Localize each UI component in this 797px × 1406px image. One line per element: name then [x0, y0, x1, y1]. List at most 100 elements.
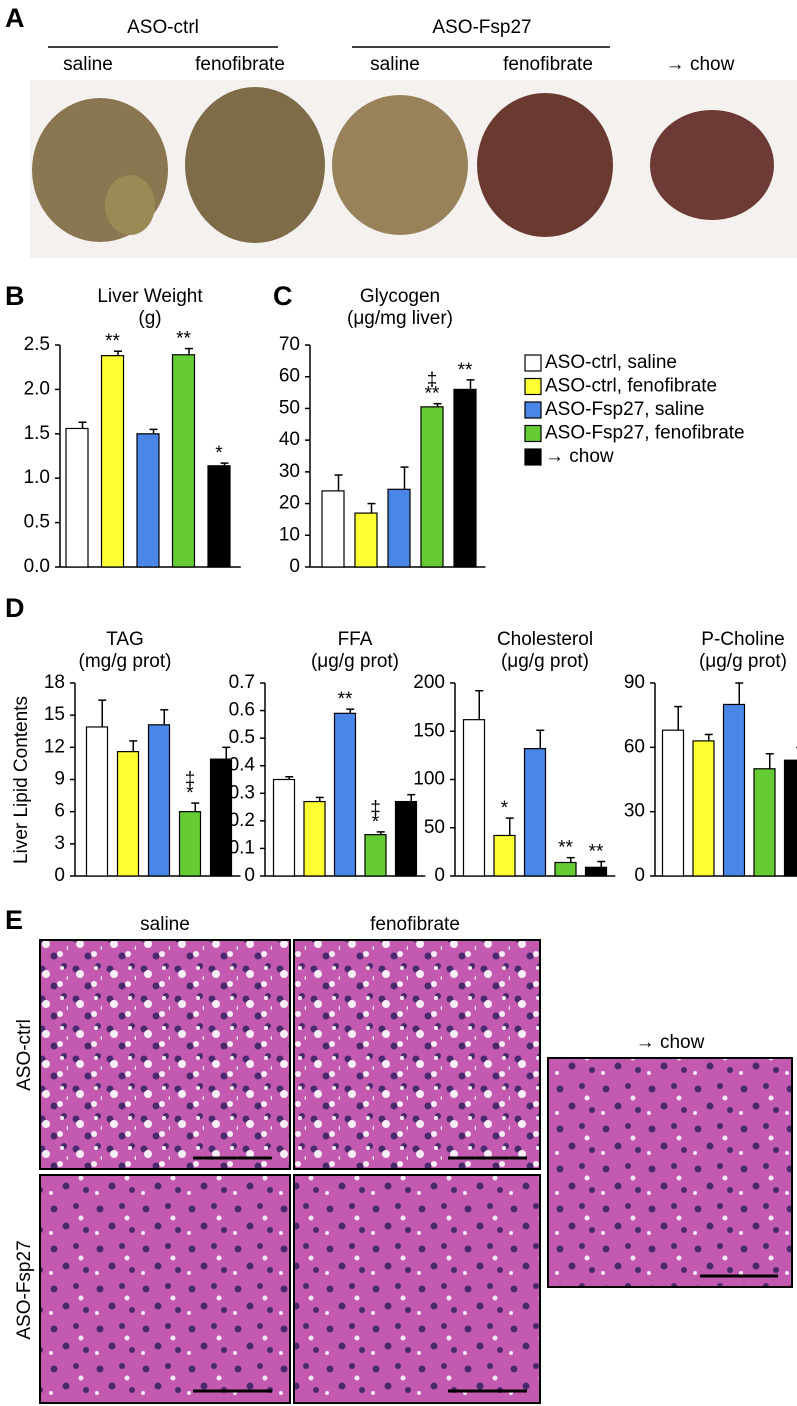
- significance-mark: **: [589, 842, 604, 863]
- legend-swatch: [524, 377, 542, 396]
- y-tick-label: 0.2: [229, 810, 255, 831]
- significance-mark: **: [176, 329, 191, 350]
- significance-mark: ‡: [370, 798, 381, 819]
- significance-mark: ‡: [185, 769, 196, 790]
- y-tick-label: 0: [54, 865, 65, 886]
- chart-title: P-Choline: [701, 629, 784, 650]
- bar: [493, 834, 516, 877]
- chart-subtitle: (mg/g prot): [79, 651, 172, 672]
- legend-swatch: [524, 354, 542, 372]
- column-label: → chow: [636, 1032, 705, 1053]
- y-tick-label: 20: [279, 493, 300, 514]
- bar: [692, 740, 715, 877]
- bar: [303, 800, 326, 877]
- panel-a: A ASO-ctrl ASO-Fsp27 saline fenofibrate …: [5, 3, 797, 258]
- legend-label: ASO-ctrl, saline: [545, 352, 677, 373]
- y-tick-label: 0.5: [24, 512, 50, 533]
- chart-subtitle: (μg/g prot): [699, 651, 787, 672]
- significance-mark: **: [105, 331, 120, 352]
- bar: [554, 861, 577, 877]
- y-tick-label: 2.0: [24, 378, 50, 399]
- y-tick-label: 200: [413, 672, 445, 693]
- y-tick-label: 9: [54, 769, 65, 790]
- y-tick-label: 90: [624, 672, 645, 693]
- y-tick-label: 15: [44, 704, 65, 725]
- y-tick-label: 6: [54, 801, 65, 822]
- y-tick-label: 60: [279, 366, 300, 387]
- treatment-label: saline: [370, 54, 420, 75]
- group-label: ASO-Fsp27: [432, 17, 531, 38]
- panel-label: B: [5, 281, 25, 311]
- chart-subtitle: (μg/g prot): [311, 651, 399, 672]
- bar: [584, 866, 608, 877]
- chart-subtitle: (μg/g prot): [501, 651, 589, 672]
- histology-images: [39, 939, 793, 1404]
- significance-mark: **: [425, 384, 440, 405]
- significance-mark: *: [186, 783, 194, 804]
- significance-mark: *: [215, 443, 223, 464]
- bar: [85, 726, 109, 877]
- bar: [321, 490, 345, 568]
- legend-label: ASO-ctrl, fenofibrate: [545, 376, 717, 397]
- bar: [333, 712, 357, 877]
- bar: [354, 512, 378, 568]
- bar: [420, 406, 444, 568]
- y-tick-label: 3: [54, 833, 65, 854]
- bar: [147, 724, 171, 877]
- y-tick-label: 150: [413, 720, 445, 741]
- bar: [178, 811, 202, 877]
- significance-mark: **: [338, 689, 353, 710]
- y-tick-label: 50: [424, 817, 445, 838]
- row-label: ASO-Fsp27: [14, 1240, 35, 1339]
- bar: [462, 719, 486, 877]
- bar: [272, 778, 296, 877]
- chart-title: Glycogen: [360, 286, 440, 307]
- bar: [523, 748, 547, 877]
- panel-label: D: [5, 593, 25, 623]
- axis-title: Liver Lipid Contents: [11, 696, 32, 864]
- bar: [116, 751, 140, 877]
- chart-title: Liver Weight: [97, 286, 203, 307]
- y-tick-label: 1.5: [24, 423, 50, 444]
- significance-mark: **: [458, 360, 473, 381]
- legend-label: ASO-Fsp27, fenofibrate: [545, 423, 745, 444]
- y-tick-label: 70: [279, 334, 300, 355]
- treatment-label: fenofibrate: [503, 54, 593, 75]
- y-tick-label: 10: [279, 524, 300, 545]
- panel-label: E: [5, 905, 23, 935]
- bar: [136, 433, 160, 568]
- bar: [387, 488, 411, 568]
- bar: [65, 427, 89, 568]
- y-tick-label: 100: [413, 769, 445, 790]
- y-tick-label: 0.4: [229, 755, 256, 776]
- y-tick-label: 30: [624, 801, 645, 822]
- y-tick-label: 0.6: [229, 700, 255, 721]
- treatment-label: → chow: [666, 54, 735, 75]
- y-tick-label: 12: [44, 736, 65, 757]
- y-tick-label: 0.1: [229, 837, 255, 858]
- y-tick-label: 0: [434, 865, 445, 886]
- chart-title: FFA: [338, 629, 373, 650]
- panel-label: C: [273, 281, 293, 311]
- treatment-label: fenofibrate: [195, 54, 285, 75]
- legend-label: → chow: [545, 446, 614, 467]
- column-label: saline: [140, 914, 190, 935]
- bar: [364, 834, 387, 877]
- y-tick-label: 0.0: [24, 556, 50, 577]
- y-tick-label: 2.5: [24, 334, 50, 355]
- bar: [171, 354, 196, 568]
- y-tick-label: 60: [624, 736, 645, 757]
- y-tick-label: 0.5: [229, 727, 255, 748]
- bar: [209, 758, 233, 877]
- panel-label: A: [5, 3, 25, 33]
- legend-label: ASO-Fsp27, saline: [545, 399, 704, 420]
- y-tick-label: 0: [244, 865, 255, 886]
- y-tick-label: 0.3: [229, 782, 255, 803]
- y-tick-label: 1.0: [24, 467, 50, 488]
- y-tick-label: 18: [44, 672, 65, 693]
- chart-title: Cholesterol: [497, 629, 593, 650]
- bar: [783, 759, 797, 877]
- legend-swatch: [524, 401, 542, 419]
- y-tick-label: 30: [279, 461, 300, 482]
